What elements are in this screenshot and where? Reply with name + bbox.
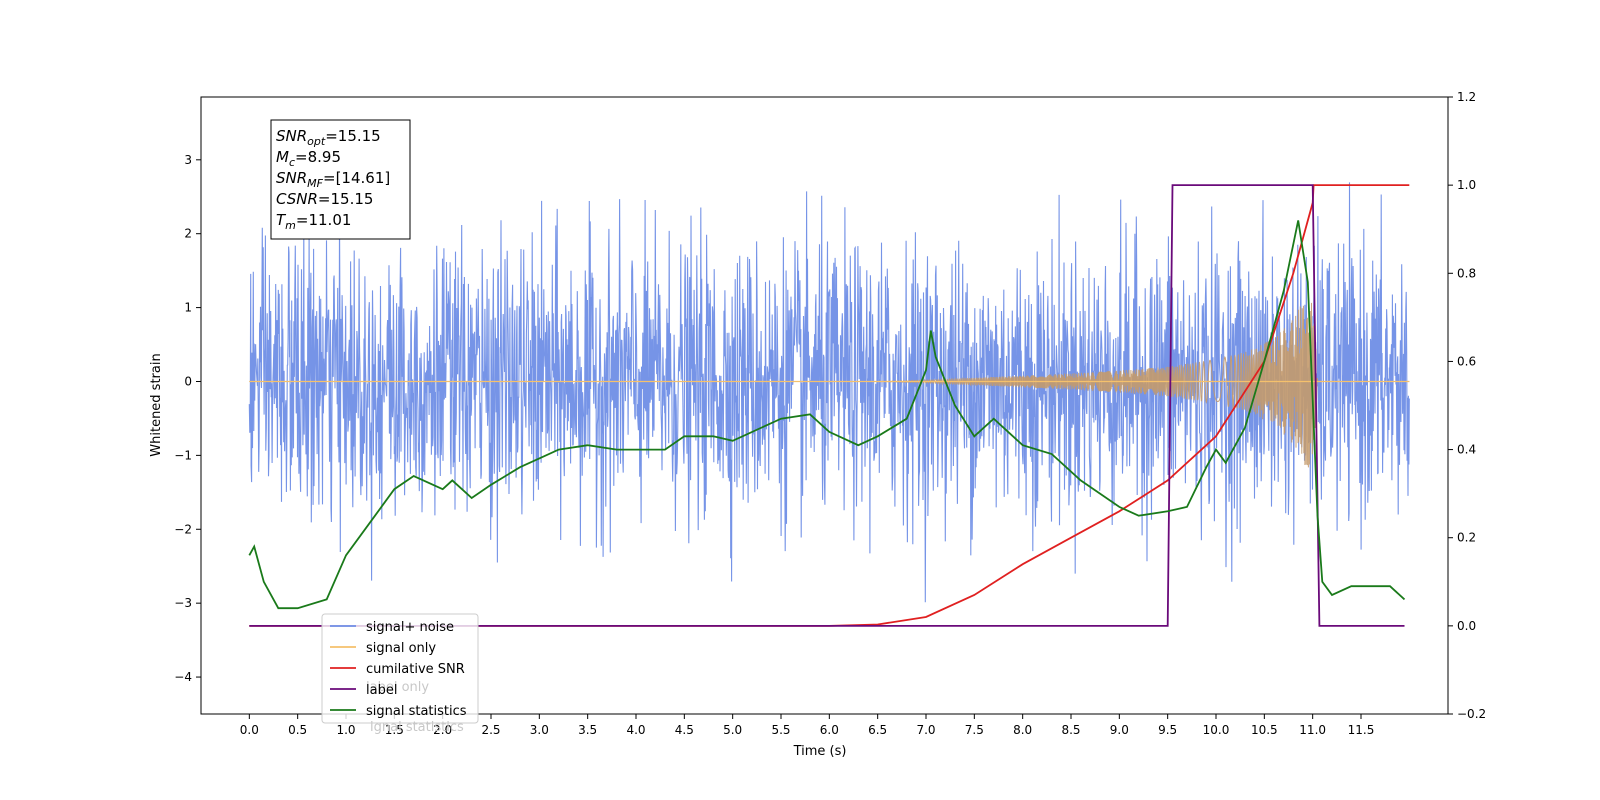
y-left-tick-label: 1	[184, 301, 192, 315]
metrics-annotation-box: SNRopt=15.15Mc=8.95SNRMF=[14.61]CSNR=15.…	[270, 119, 411, 240]
x-tick-label: 10.5	[1251, 723, 1278, 737]
y-right-tick-label: 0.0	[1457, 619, 1476, 633]
series-label-line	[249, 184, 1405, 627]
y-axis-right: −0.2 0.0 0.2 0.4 0.6 0.8 1.0 1.2	[1448, 90, 1486, 721]
x-tick-label: 4.5	[675, 723, 694, 737]
x-tick-label: 0.0	[240, 723, 259, 737]
x-tick-label: 9.0	[1110, 723, 1129, 737]
y-left-tick-label: −4	[174, 670, 192, 684]
x-tick-label: 2.5	[481, 723, 500, 737]
x-tick-label: 3.0	[530, 723, 549, 737]
y-right-tick-label: −0.2	[1457, 707, 1486, 721]
series-cumulative-snr-line	[249, 184, 1410, 627]
x-tick-label: 6.5	[868, 723, 887, 737]
x-tick-label: 8.0	[1013, 723, 1032, 737]
annotation-line: SNRopt=15.15	[276, 127, 381, 148]
y-left-tick-label: −2	[174, 522, 192, 536]
y-right-tick-label: 0.4	[1457, 443, 1476, 457]
x-tick-label: 7.5	[965, 723, 984, 737]
legend-frame	[321, 613, 479, 724]
x-tick-label: 5.5	[771, 723, 790, 737]
x-tick-label: 5.0	[723, 723, 742, 737]
annotation-box-frame	[270, 119, 411, 240]
x-tick-label: 4.0	[626, 723, 645, 737]
series-signal-statistics-line	[248, 220, 1406, 610]
y-right-tick-label: 0.8	[1457, 266, 1476, 280]
legend-label: signal only	[366, 641, 436, 656]
y-right-tick-label: 0.6	[1457, 354, 1476, 368]
x-axis-label: Time (s)	[793, 744, 847, 759]
x-tick-label: 9.5	[1158, 723, 1177, 737]
x-tick-label: 11.5	[1348, 723, 1375, 737]
y-left-tick-label: −3	[174, 596, 192, 610]
x-tick-label: 2.0	[433, 723, 452, 737]
legend-hidden-entry: ignal statistics	[370, 720, 464, 735]
x-tick-label: 1.0	[336, 723, 355, 737]
legend-overlap-text: label only	[366, 680, 429, 695]
x-tick-label: 7.0	[916, 723, 935, 737]
y-axis-left-label: Whitened strain	[149, 353, 164, 456]
x-tick-label: 10.0	[1203, 723, 1230, 737]
x-tick-label: 1.5	[385, 723, 404, 737]
y-axis-left: −4 −3 −2 −1 0 1 2 3	[174, 153, 201, 684]
annotation-line: Tm=11.01	[276, 211, 351, 232]
x-axis: 0.0 0.5 1.0 1.5 2.0 2.5 3.0 3.5 4.0 4.5 5.0 5.5 6.0 6…	[240, 714, 1375, 737]
y-left-tick-label: 2	[184, 227, 192, 241]
x-tick-label: 8.5	[1061, 723, 1080, 737]
y-right-tick-label: 1.2	[1457, 90, 1476, 104]
series-signal-noise-line	[248, 182, 1410, 603]
annotation-line: CSNR=15.15	[276, 190, 373, 208]
y-left-tick-label: 3	[184, 153, 192, 167]
annotation-line: SNRMF=[14.61]	[276, 169, 390, 190]
y-right-tick-label: 0.2	[1457, 531, 1476, 545]
legend-label: signal+ noise	[366, 620, 454, 635]
x-tick-label: 11.0	[1299, 723, 1326, 737]
x-tick-label: 6.0	[820, 723, 839, 737]
legend-label: cumilative SNR	[366, 662, 465, 677]
y-right-tick-label: 1.0	[1457, 178, 1476, 192]
axes-frame	[200, 96, 1449, 715]
y-left-tick-label: 0	[184, 374, 192, 388]
legend-label: signal statistics	[366, 704, 467, 719]
x-tick-label: 0.5	[288, 723, 307, 737]
annotation-line: Mc=8.95	[276, 148, 341, 169]
legend-label: label	[366, 683, 397, 698]
legend: label only ignal statistics signal+ noise s…	[321, 613, 479, 735]
x-tick-label: 3.5	[578, 723, 597, 737]
y-left-tick-label: −1	[174, 448, 192, 462]
plot-area	[248, 182, 1410, 627]
